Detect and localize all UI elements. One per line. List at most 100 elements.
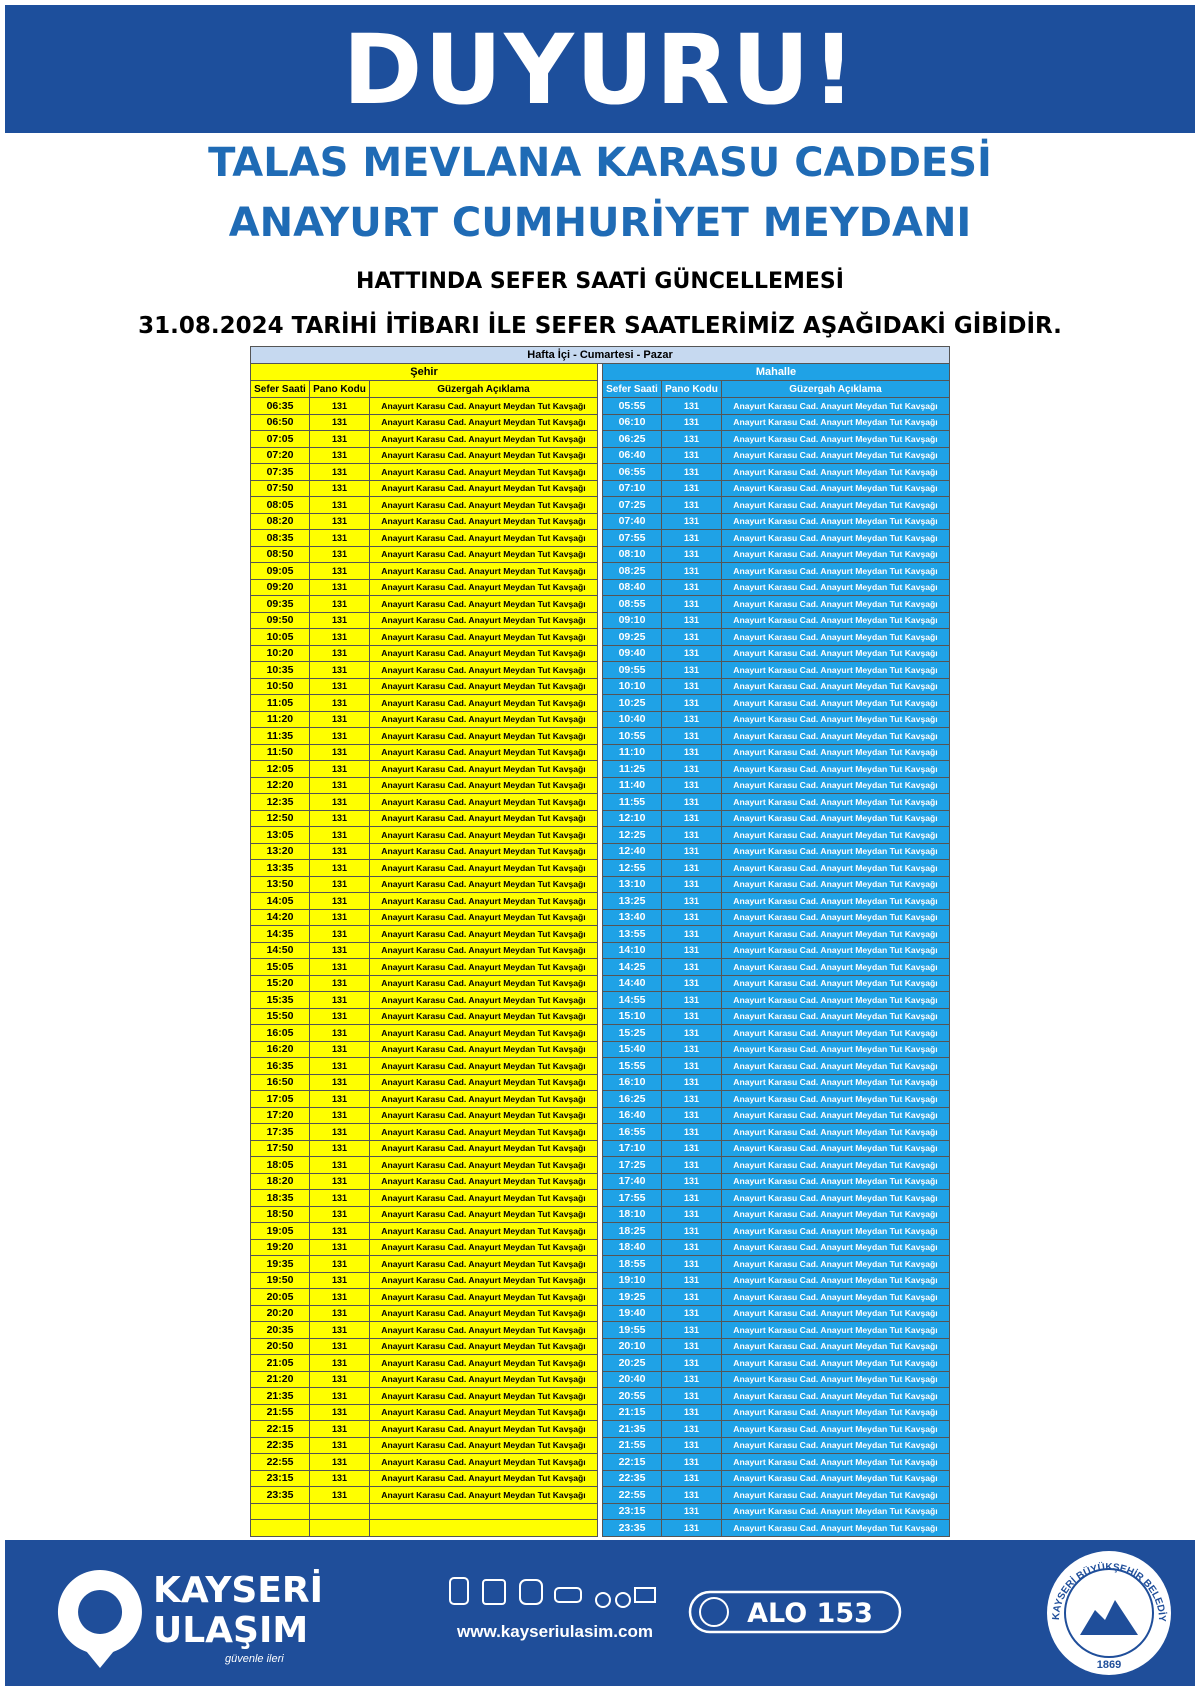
footer-band (5, 1540, 1195, 1686)
route-description: Anayurt Karasu Cad. Anayurt Meydan Tut K… (722, 1256, 950, 1273)
table-row: 17:05 131 Anayurt Karasu Cad. Anayurt Meyd… (250, 1091, 598, 1108)
table-row: 16:25 131 Anayurt Karasu Cad. Anayurt Meyd… (602, 1091, 950, 1108)
departure-time: 21:15 (602, 1404, 662, 1421)
departure-time: 08:55 (602, 596, 662, 613)
panel-code: 131 (310, 1124, 370, 1141)
group-name: Mahalle (602, 364, 950, 381)
route-description: Anayurt Karasu Cad. Anayurt Meydan Tut K… (370, 810, 598, 827)
panel-code: 131 (662, 1256, 722, 1273)
route-description: Anayurt Karasu Cad. Anayurt Meydan Tut K… (722, 645, 950, 662)
departure-time: 17:10 (602, 1140, 662, 1157)
route-description: Anayurt Karasu Cad. Anayurt Meydan Tut K… (370, 909, 598, 926)
departure-time: 22:35 (602, 1470, 662, 1487)
departure-time (250, 1503, 310, 1520)
route-description: Anayurt Karasu Cad. Anayurt Meydan Tut K… (722, 596, 950, 613)
route-description: Anayurt Karasu Cad. Anayurt Meydan Tut K… (722, 926, 950, 943)
panel-code: 131 (310, 1190, 370, 1207)
route-description: Anayurt Karasu Cad. Anayurt Meydan Tut K… (722, 1371, 950, 1388)
route-description: Anayurt Karasu Cad. Anayurt Meydan Tut K… (722, 612, 950, 629)
route-description: Anayurt Karasu Cad. Anayurt Meydan Tut K… (722, 992, 950, 1009)
panel-code: 131 (662, 1404, 722, 1421)
table-row: 10:35 131 Anayurt Karasu Cad. Anayurt Meyd… (250, 662, 598, 679)
route-description: Anayurt Karasu Cad. Anayurt Meydan Tut K… (722, 1173, 950, 1190)
route-description: Anayurt Karasu Cad. Anayurt Meydan Tut K… (370, 579, 598, 596)
table-row: 16:55 131 Anayurt Karasu Cad. Anayurt Meyd… (602, 1124, 950, 1141)
column-header: Sefer Saati (602, 381, 662, 398)
panel-code: 131 (662, 1058, 722, 1075)
panel-code: 131 (662, 1223, 722, 1240)
route-description: Anayurt Karasu Cad. Anayurt Meydan Tut K… (370, 1454, 598, 1471)
subtitle: HATTINDA SEFER SAATİ GÜNCELLEMESİ (356, 269, 844, 294)
table-row (250, 1503, 598, 1520)
route-description: Anayurt Karasu Cad. Anayurt Meydan Tut K… (370, 893, 598, 910)
table-row: 09:55 131 Anayurt Karasu Cad. Anayurt Meyd… (602, 662, 950, 679)
departure-time: 21:55 (602, 1437, 662, 1454)
departure-time: 14:10 (602, 942, 662, 959)
panel-code: 131 (662, 810, 722, 827)
column-header: Güzergah Açıklama (722, 381, 950, 398)
departure-time: 18:10 (602, 1206, 662, 1223)
departure-time: 11:25 (602, 761, 662, 778)
header-band (5, 5, 1195, 133)
table-row: 18:35 131 Anayurt Karasu Cad. Anayurt Meyd… (250, 1190, 598, 1207)
table-row: 09:35 131 Anayurt Karasu Cad. Anayurt Meyd… (250, 596, 598, 613)
panel-code: 131 (310, 1388, 370, 1405)
departure-time: 12:55 (602, 860, 662, 877)
panel-code: 131 (662, 761, 722, 778)
table-row: 23:15 131 Anayurt Karasu Cad. Anayurt Meyd… (602, 1503, 950, 1520)
table-row: 21:35 131 Anayurt Karasu Cad. Anayurt Meyd… (250, 1388, 598, 1405)
route-description: Anayurt Karasu Cad. Anayurt Meydan Tut K… (370, 1239, 598, 1256)
panel-code: 131 (662, 1091, 722, 1108)
table-row: 20:10 131 Anayurt Karasu Cad. Anayurt Meyd… (602, 1338, 950, 1355)
departure-time: 23:35 (250, 1487, 310, 1504)
panel-code: 131 (662, 1272, 722, 1289)
route-description: Anayurt Karasu Cad. Anayurt Meydan Tut K… (370, 975, 598, 992)
panel-code: 131 (662, 1140, 722, 1157)
panel-code: 131 (310, 876, 370, 893)
panel-code: 131 (310, 1041, 370, 1058)
departure-time: 15:40 (602, 1041, 662, 1058)
departure-time: 16:50 (250, 1074, 310, 1091)
panel-code: 131 (310, 1140, 370, 1157)
panel-code: 131 (662, 827, 722, 844)
departure-time: 15:50 (250, 1008, 310, 1025)
route-description: Anayurt Karasu Cad. Anayurt Meydan Tut K… (722, 398, 950, 415)
route-description: Anayurt Karasu Cad. Anayurt Meydan Tut K… (370, 1157, 598, 1174)
table-row: 20:50 131 Anayurt Karasu Cad. Anayurt Meyd… (250, 1338, 598, 1355)
route-description: Anayurt Karasu Cad. Anayurt Meydan Tut K… (722, 1190, 950, 1207)
subtitle: ANAYURT CUMHURİYET MEYDANI (228, 200, 972, 246)
panel-code: 131 (310, 794, 370, 811)
departure-time: 07:50 (250, 480, 310, 497)
panel-code: 131 (662, 1206, 722, 1223)
panel-code: 131 (310, 1487, 370, 1504)
route-description: Anayurt Karasu Cad. Anayurt Meydan Tut K… (370, 1025, 598, 1042)
table-row: 09:05 131 Anayurt Karasu Cad. Anayurt Meyd… (250, 563, 598, 580)
departure-time: 19:25 (602, 1289, 662, 1306)
departure-time: 09:55 (602, 662, 662, 679)
table-row: 19:25 131 Anayurt Karasu Cad. Anayurt Meyd… (602, 1289, 950, 1306)
panel-code: 131 (310, 1355, 370, 1372)
route-description: Anayurt Karasu Cad. Anayurt Meydan Tut K… (370, 711, 598, 728)
departure-time: 22:15 (250, 1421, 310, 1438)
departure-time: 22:15 (602, 1454, 662, 1471)
departure-time: 10:55 (602, 728, 662, 745)
route-description: Anayurt Karasu Cad. Anayurt Meydan Tut K… (722, 728, 950, 745)
departure-time: 10:50 (250, 678, 310, 695)
route-description: Anayurt Karasu Cad. Anayurt Meydan Tut K… (370, 1371, 598, 1388)
table-row: 18:10 131 Anayurt Karasu Cad. Anayurt Meyd… (602, 1206, 950, 1223)
panel-code: 131 (310, 596, 370, 613)
table-row: 08:55 131 Anayurt Karasu Cad. Anayurt Meyd… (602, 596, 950, 613)
departure-time: 14:50 (250, 942, 310, 959)
table-row: 10:55 131 Anayurt Karasu Cad. Anayurt Meyd… (602, 728, 950, 745)
logo-pin (73, 1635, 127, 1668)
table-row: 16:20 131 Anayurt Karasu Cad. Anayurt Meyd… (250, 1041, 598, 1058)
route-description: Anayurt Karasu Cad. Anayurt Meydan Tut K… (370, 563, 598, 580)
panel-code: 131 (310, 975, 370, 992)
table-row: 15:10 131 Anayurt Karasu Cad. Anayurt Meyd… (602, 1008, 950, 1025)
table-row: 06:25 131 Anayurt Karasu Cad. Anayurt Meyd… (602, 431, 950, 448)
table-row: 18:55 131 Anayurt Karasu Cad. Anayurt Meyd… (602, 1256, 950, 1273)
table-row: 06:10 131 Anayurt Karasu Cad. Anayurt Meyd… (602, 414, 950, 431)
panel-code: 131 (662, 1008, 722, 1025)
panel-code: 131 (662, 1388, 722, 1405)
table-row: 05:55 131 Anayurt Karasu Cad. Anayurt Meyd… (602, 398, 950, 415)
